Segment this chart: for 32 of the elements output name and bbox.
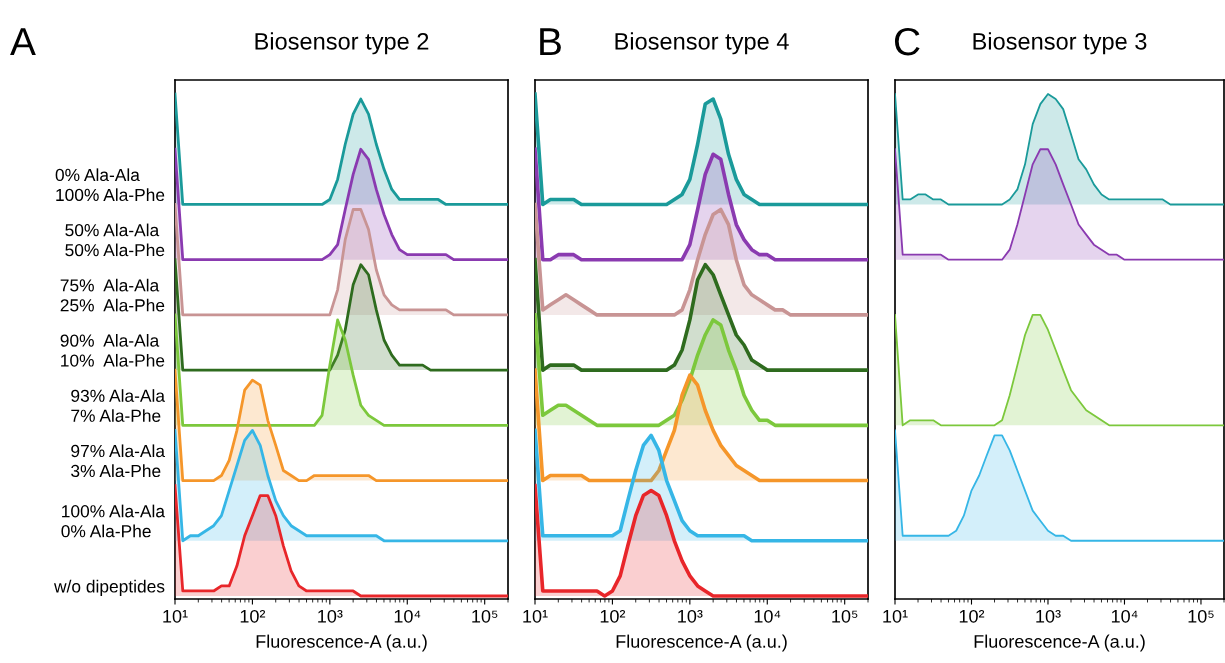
series-label: w/o dipeptides (53, 579, 165, 596)
series-label: 75% Ala-Ala 25% Ala-Phe (60, 278, 165, 312)
x-tick-label: 10¹ (883, 609, 908, 623)
x-tick-label: 10⁴ (754, 609, 781, 623)
x-tick-label: 10² (959, 609, 985, 623)
x-tick-label: 10² (240, 609, 266, 623)
x-axis-title: Fluorescence-A (a.u.) (616, 634, 787, 652)
x-tick-label: 10³ (1036, 609, 1061, 623)
x-tick-label: 10³ (318, 609, 343, 623)
x-tick-label: 10⁴ (394, 609, 421, 623)
chart-title: Biosensor type 4 (615, 32, 789, 55)
series-label: 0% Ala-Ala 100% Ala-Phe (55, 168, 165, 202)
series-label: 100% Ala-Ala 0% Ala-Phe (61, 504, 165, 538)
series-label: 93% Ala-Ala 7% Ala-Phe (71, 389, 165, 422)
x-tick-label: 10³ (678, 609, 703, 623)
x-tick-label: 10⁵ (1188, 609, 1214, 623)
x-tick-label: 10² (600, 609, 626, 623)
x-axis-title: Fluorescence-A (a.u.) (974, 634, 1145, 652)
x-tick-label: 10¹ (163, 609, 188, 623)
chart-title: Biosensor type 2 (255, 32, 429, 55)
text: B (540, 28, 561, 56)
text: A (10, 28, 36, 56)
chart-title: Biosensor type 3 (973, 32, 1147, 55)
x-tick-label: 10¹ (523, 609, 548, 623)
x-tick-label: 10⁵ (832, 609, 858, 623)
x-tick-label: 10⁴ (1111, 609, 1138, 623)
series-label: 50% Ala-Ala 50% Ala-Phe (65, 223, 165, 257)
x-tick-label: 10⁵ (472, 609, 498, 623)
text: C (894, 27, 920, 56)
x-axis-title: Fluorescence-A (a.u.) (256, 634, 427, 652)
series-label: 90% Ala-Ala 10% Ala-Phe (60, 333, 165, 367)
series-label: 97% Ala-Ala 3% Ala-Phe (71, 444, 165, 478)
